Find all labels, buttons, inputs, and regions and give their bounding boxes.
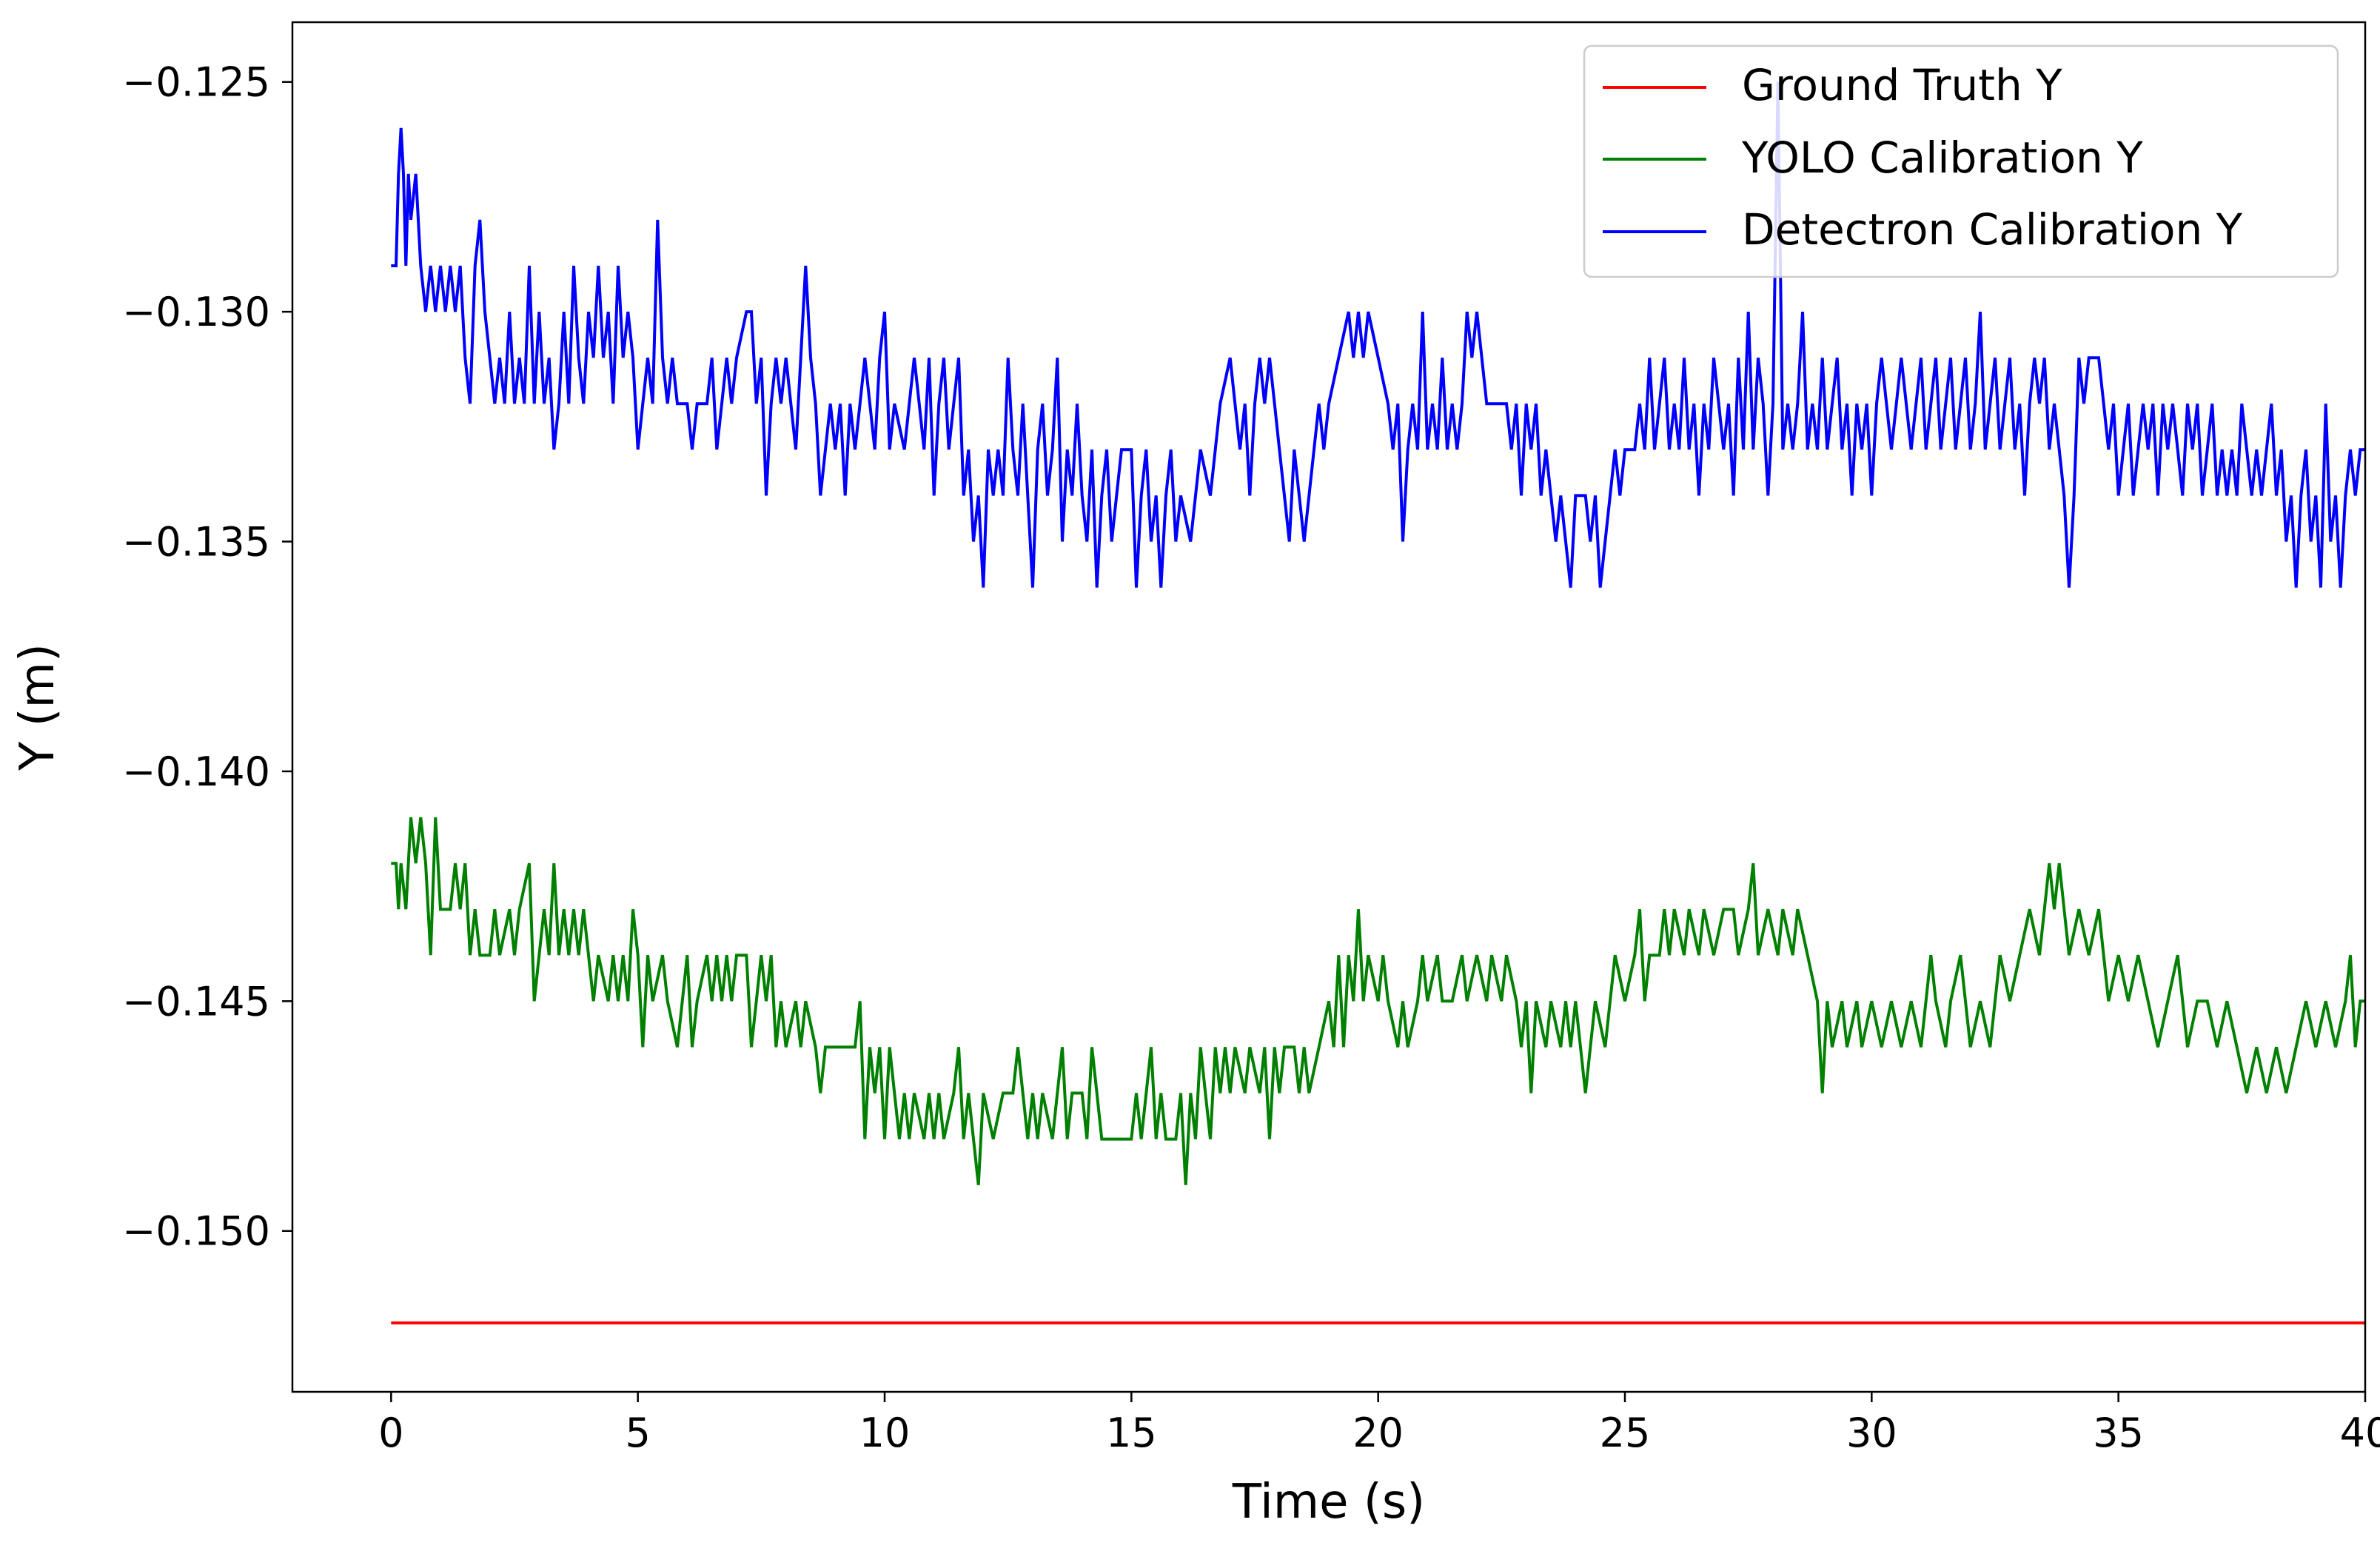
y-tick-label: −0.135 — [122, 519, 270, 566]
legend-box — [1583, 44, 2339, 278]
legend: Ground Truth Y YOLO Calibration Y Detect… — [1583, 44, 2339, 278]
y-tick-label: −0.125 — [122, 59, 270, 106]
x-tick-label: 10 — [859, 1410, 911, 1456]
y-tick-label: −0.150 — [122, 1208, 270, 1255]
legend-label-ground-truth: Ground Truth Y — [1742, 60, 2062, 110]
x-tick-label: 15 — [1106, 1410, 1157, 1456]
x-axis-label: Time (s) — [1232, 1475, 1425, 1530]
x-tick-label: 25 — [1600, 1410, 1651, 1456]
y-tick-label: −0.140 — [122, 748, 270, 795]
x-tick-label: 40 — [2340, 1410, 2380, 1456]
x-tick-label: 5 — [625, 1410, 650, 1456]
x-tick-label: 20 — [1352, 1410, 1404, 1456]
series-line-yolo — [391, 817, 2365, 1185]
y-tick-label: −0.145 — [122, 978, 270, 1025]
x-tick-label: 0 — [378, 1410, 403, 1456]
y-axis-ticks: −0.125 −0.130 −0.135 −0.140 −0.145 −0.150 — [122, 59, 292, 1255]
legend-label-detectron: Detectron Calibration Y — [1742, 204, 2243, 255]
x-tick-label: 35 — [2093, 1410, 2144, 1456]
x-tick-label: 30 — [1846, 1410, 1897, 1456]
y-tick-label: −0.130 — [122, 289, 270, 335]
series-layer — [391, 81, 2365, 1324]
x-axis-ticks: 0 5 10 15 20 25 30 35 40 — [378, 1392, 2380, 1456]
series-line-detectron — [391, 81, 2365, 588]
y-axis-label: Y (m) — [10, 643, 65, 771]
axes-frame — [291, 21, 2367, 1393]
legend-label-yolo: YOLO Calibration Y — [1741, 133, 2143, 183]
